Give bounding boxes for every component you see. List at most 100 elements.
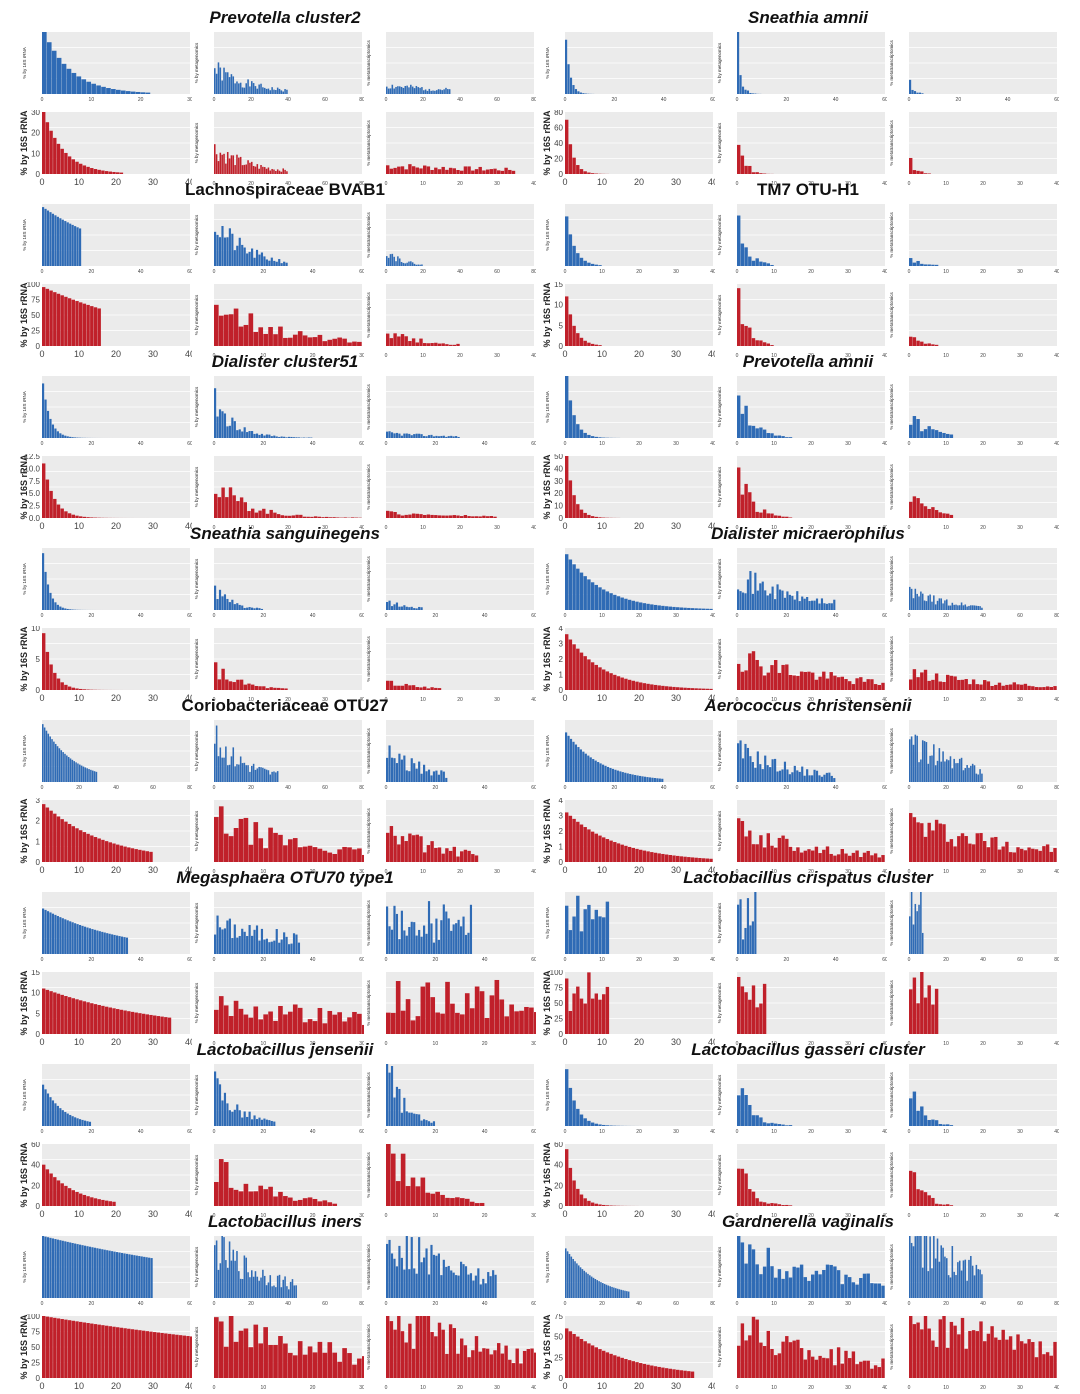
histogram-bar: [101, 171, 104, 174]
histogram-bar: [241, 606, 243, 610]
histogram-bar: [263, 1189, 268, 1206]
histogram-bar: [580, 999, 583, 1034]
histogram-bar: [49, 1238, 51, 1298]
histogram-bar: [453, 847, 456, 862]
x-tick-label: 40: [1054, 697, 1059, 703]
histogram-bar: [86, 1121, 88, 1126]
histogram-bar: [249, 1018, 254, 1034]
histogram-bar: [284, 1276, 286, 1298]
x-tick-label: 40: [185, 1381, 192, 1391]
histogram-bar: [595, 834, 598, 862]
histogram-bar: [770, 1123, 773, 1126]
histogram-bar: [416, 514, 419, 518]
histogram-bar: [920, 1190, 923, 1206]
histogram-bar: [929, 756, 931, 782]
histogram-bar: [913, 925, 915, 954]
histogram-bar: [913, 1324, 916, 1378]
x-tick-label: 0: [736, 785, 739, 791]
histogram-bar: [401, 607, 403, 610]
x-tick-label: 0: [562, 865, 567, 875]
histogram-bar: [920, 431, 923, 438]
y-axis-label: % by metagenomics: [717, 386, 722, 427]
x-tick-label: 40: [833, 785, 839, 791]
histogram-bar: [99, 1249, 101, 1298]
histogram-bar: [924, 1192, 927, 1206]
histogram-bar: [575, 89, 577, 94]
histogram-bar: [262, 167, 264, 174]
x-tick-label: 10: [943, 1129, 949, 1135]
histogram-bar: [613, 842, 616, 862]
histogram-bar: [445, 848, 448, 862]
histogram-bar: [627, 773, 629, 782]
histogram-bar: [57, 994, 60, 1034]
histogram-bar: [416, 936, 418, 954]
y-axis-label: % metatranscriptomics: [366, 899, 371, 945]
histogram-bar: [44, 1089, 46, 1126]
histogram-bar: [759, 1117, 762, 1126]
histogram-bar: [774, 436, 777, 438]
histogram-bar: [412, 685, 415, 690]
histogram-bar: [94, 307, 97, 346]
histogram-bar: [438, 688, 441, 690]
histogram-bar: [576, 569, 579, 610]
histogram-bar: [430, 515, 433, 518]
x-tick-label: 30: [494, 181, 500, 187]
histogram-bar: [922, 740, 924, 782]
histogram-bar: [273, 90, 275, 94]
histogram-bar: [224, 594, 226, 610]
y-axis-label: % by 16S rRNA: [543, 798, 552, 864]
x-tick-label: 40: [708, 349, 715, 359]
histogram-bar: [931, 265, 934, 266]
species-title: Aerococcus christensenii: [705, 696, 912, 716]
histogram-bar: [109, 1201, 112, 1206]
histogram-bar: [249, 163, 251, 174]
histogram-bar: [572, 564, 575, 610]
histogram-bar: [628, 1292, 630, 1298]
y-axis-label: % metatranscriptomics: [366, 119, 371, 165]
histogram-bar: [123, 937, 125, 954]
histogram-bar: [239, 1191, 244, 1206]
histogram-bar: [859, 1278, 862, 1298]
x-tick-label: 20: [636, 957, 642, 963]
x-tick-label: 20: [457, 1385, 463, 1391]
histogram-bar: [261, 434, 263, 438]
histogram-bar: [963, 770, 965, 782]
histogram-bar: [104, 1250, 106, 1298]
histogram-bar: [1053, 686, 1056, 690]
histogram-bar: [67, 609, 69, 610]
histogram-bar: [234, 250, 236, 266]
histogram-bar: [240, 497, 243, 518]
x-tick-label: 0: [562, 1037, 567, 1047]
histogram-bar: [789, 1205, 792, 1206]
x-tick-label: 0: [213, 957, 216, 963]
histogram-bar: [867, 1361, 870, 1378]
histogram-bar: [255, 770, 257, 782]
histogram-bar: [959, 1261, 961, 1298]
histogram-bar: [744, 406, 747, 438]
histogram-bar: [278, 1336, 283, 1378]
histogram-bar: [68, 1188, 71, 1206]
histogram-bar: [796, 591, 798, 610]
histogram-bar: [595, 265, 598, 266]
histogram-bar: [1042, 687, 1045, 690]
histogram-bar: [293, 838, 298, 862]
histogram-bar: [121, 937, 123, 954]
histogram-bar: [84, 1246, 86, 1298]
histogram-bar: [445, 778, 447, 782]
histogram-bar: [281, 90, 283, 94]
histogram-bar: [106, 933, 108, 954]
histogram-bar: [281, 515, 284, 518]
histogram-bar: [421, 937, 423, 954]
histogram-bar: [42, 989, 45, 1034]
histogram-bar: [737, 216, 740, 266]
histogram-bar: [1016, 847, 1019, 862]
histogram-bar: [398, 607, 400, 610]
y-axis-label: % by metagenomics: [717, 638, 722, 679]
species-title: Lactobacillus gasseri cluster: [691, 1040, 924, 1060]
